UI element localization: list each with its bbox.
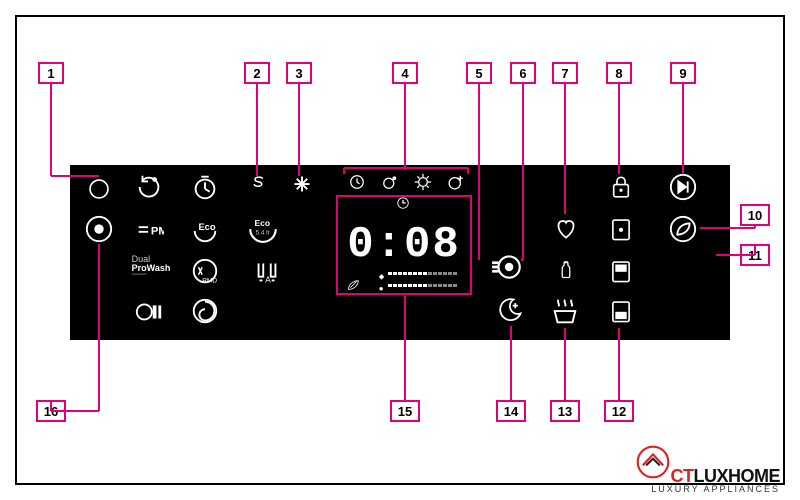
glasses-icon: A	[252, 256, 282, 286]
callout-3: 3	[286, 62, 312, 84]
svg-text:RMD: RMD	[202, 277, 217, 284]
callout-line	[404, 84, 406, 170]
start-skip-icon	[668, 172, 698, 202]
clock-under-icon	[396, 196, 410, 210]
dishes-icon	[134, 296, 164, 326]
callout-line	[510, 326, 512, 400]
logo-luxhome: LUXHOME	[694, 466, 781, 486]
star-small-icon	[413, 172, 433, 192]
brand-logo: CTLUXHOME LUXURY APPLIANCES	[651, 467, 780, 494]
callout-6: 6	[510, 62, 536, 84]
callout-line	[522, 84, 524, 168]
night-icon	[496, 296, 524, 324]
callout-line	[51, 410, 99, 412]
swirl-icon	[190, 296, 220, 326]
digital-time: 0:08	[347, 220, 461, 270]
dual-prowash-icon: DualProWash˜˜˜˜˜˜˜	[128, 256, 174, 280]
leaf-icon	[346, 278, 360, 292]
callout-line	[298, 84, 300, 176]
rmd-icon: RMD	[190, 256, 220, 286]
callout-line	[98, 244, 100, 411]
callout-7: 7	[552, 62, 578, 84]
timer-icon	[190, 172, 220, 202]
svg-text:Eco: Eco	[198, 222, 215, 232]
signal-bars-icon: ⬥●	[378, 272, 458, 292]
plus-small-icon	[446, 172, 466, 192]
callout-line	[256, 84, 258, 176]
callout-line	[50, 84, 52, 176]
callout-5: 5	[466, 62, 492, 84]
callout-4: 4	[392, 62, 418, 84]
callout-9: 9	[670, 62, 696, 84]
callout-12: 12	[604, 400, 634, 422]
callout-line	[51, 175, 99, 177]
eco-leaf-icon	[668, 214, 698, 244]
house-icon	[636, 445, 670, 479]
power-icon	[86, 176, 112, 202]
callout-line	[700, 227, 755, 229]
callout-line	[618, 84, 620, 174]
callout-line	[564, 328, 566, 400]
steam-icon	[550, 296, 580, 326]
bottle-icon	[556, 254, 576, 286]
drop-small-icon	[380, 172, 400, 192]
lock-icon	[608, 172, 634, 202]
spiral-icon	[246, 172, 270, 196]
svg-text:A: A	[265, 274, 271, 284]
asterisk-icon	[290, 172, 314, 196]
svg-text:Eco: Eco	[255, 218, 271, 228]
callout-line	[716, 254, 755, 256]
callout-13: 13	[550, 400, 580, 422]
favorite-icon	[552, 214, 580, 242]
callout-line	[521, 259, 523, 261]
callout-8: 8	[606, 62, 632, 84]
callout-10: 10	[740, 204, 770, 226]
callout-line	[478, 84, 480, 168]
callout-14: 14	[496, 400, 526, 422]
upper-rack-icon	[608, 256, 634, 286]
callout-line	[478, 168, 480, 260]
lower-rack-icon	[608, 296, 634, 326]
callout-line	[344, 167, 468, 169]
callout-line	[682, 84, 684, 174]
callout-line	[343, 168, 345, 174]
svg-text:PM: PM	[151, 226, 164, 238]
square-dot-icon	[608, 214, 634, 244]
record-icon	[84, 214, 114, 244]
callout-line	[522, 168, 524, 260]
pm-icon: PM	[134, 214, 164, 244]
logo-ct: CT	[671, 466, 694, 486]
callout-line	[564, 84, 566, 214]
callout-15: 15	[390, 400, 420, 422]
svg-text:5.4 lt: 5.4 lt	[256, 229, 270, 236]
callout-2: 2	[244, 62, 270, 84]
turbo-icon	[490, 250, 524, 284]
callout-line	[467, 168, 469, 174]
eco-basket-icon: Eco5.4 lt	[246, 210, 280, 244]
callout-1: 1	[38, 62, 64, 84]
refresh-icon	[134, 172, 164, 202]
callout-line	[404, 296, 406, 400]
clock-small-icon	[347, 172, 367, 192]
logo-tagline: LUXURY APPLIANCES	[651, 485, 780, 494]
eco-icon: Eco	[190, 214, 220, 244]
callout-line	[618, 328, 620, 400]
